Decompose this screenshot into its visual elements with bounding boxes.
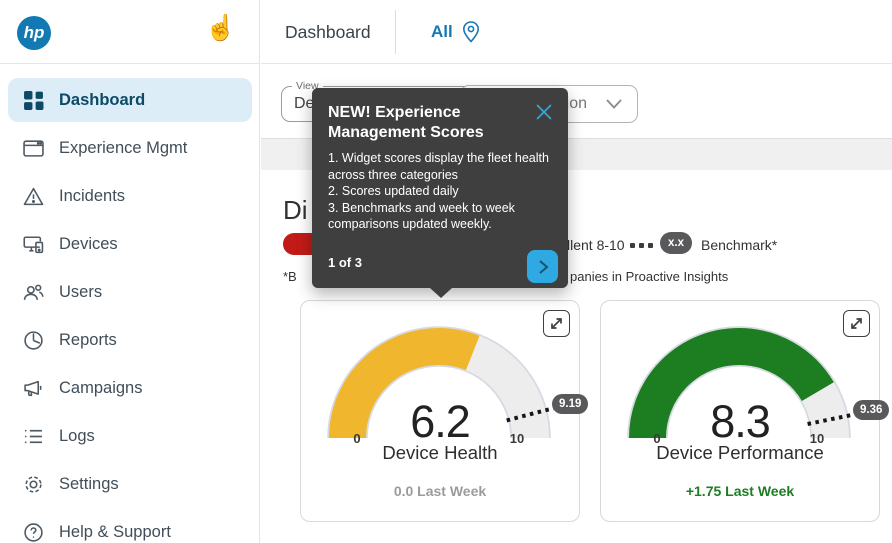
sidebar-item-label: Incidents [59,186,126,205]
dashboard-grid-icon [22,89,44,111]
scope-selector[interactable]: All [431,22,453,41]
expand-icon[interactable] [843,310,870,337]
expand-icon[interactable] [543,310,570,337]
sidebar-item-help-support[interactable]: Help & Support [8,510,252,543]
gauge-delta-label: +1.75 Last Week [685,483,795,499]
sidebar-header: hp ☝ [0,0,259,64]
popover-caret [430,288,452,298]
gauge-delta-label: 0.0 Last Week [393,483,487,499]
benchmark-badge: 9.36 [853,400,890,420]
hp-logo[interactable]: hp [17,16,51,50]
gauge-value: 8.3 [710,396,771,447]
warning-triangle-icon [22,185,44,207]
hand-cursor-icon: ☝ [205,14,237,42]
sidebar-item-experience-mgmt[interactable]: Experience Mgmt [8,126,252,170]
sidebar-item-settings[interactable]: Settings [8,462,252,506]
sidebar-item-label: Reports [59,330,117,349]
gauge-arc [327,326,557,439]
topbar: Dashboard All [261,0,892,64]
page-title: Dashboard [285,22,371,42]
gauge-max-label: 10 [509,431,525,446]
tour-popover-steps: 1. Widget scores display the fleet healt… [328,150,554,233]
megaphone-icon [22,377,44,399]
legend-benchmark-label: Benchmark* [701,237,778,253]
legend-excellent-label: llent 8-10 [567,237,625,253]
sidebar-item-logs[interactable]: Logs [8,414,252,458]
sidebar-item-label: Campaigns [59,378,143,397]
gauge-title: Device Performance [656,442,824,463]
benchmark-footnote-fragment: *B [283,269,297,284]
gauge-min-label: 0 [353,431,361,446]
sidebar-item-label: Help & Support [59,522,171,541]
window-icon [22,137,44,159]
tour-popover: NEW! Experience Management Scores 1. Wid… [312,88,568,298]
chevron-down-icon [605,97,623,115]
tour-popover-title: NEW! Experience Management Scores [328,104,484,141]
devices-icon [22,233,44,255]
sidebar-item-label: Users [59,282,103,301]
sidebar-item-reports[interactable]: Reports [8,318,252,362]
sidebar-item-label: Logs [59,426,95,445]
location-pin-icon[interactable] [460,19,482,50]
users-icon [22,281,44,303]
tour-step-text: 3. Benchmarks and week to week compariso… [328,200,515,232]
section-heading: Di [283,195,308,225]
report-clock-icon [22,329,44,351]
gauge-value: 6.2 [410,396,471,447]
sidebar-item-label: Dashboard [59,90,146,109]
gauge-title: Device Health [382,442,498,463]
topbar-divider [395,10,396,54]
gear-icon [22,473,44,495]
sidebar: hp ☝ Dashboard Experience Mgmt Incidents De… [0,0,260,543]
sidebar-item-label: Experience Mgmt [59,138,188,157]
gauge-card-device-performance: 8.3 0 10 Device Performance +1.75 Last Week 9… [600,300,890,522]
gauge-arc [627,326,858,439]
gauge-min-label: 0 [653,431,661,446]
sidebar-item-incidents[interactable]: Incidents [8,174,252,218]
legend-benchmark-pill: x.x [660,232,692,254]
benchmark-footnote-fragment: panies in Proactive Insights [570,269,729,284]
hp-logo-text: hp [23,23,45,42]
help-circle-icon [22,521,44,543]
benchmark-badge: 9.19 [552,394,589,414]
sidebar-item-users[interactable]: Users [8,270,252,314]
legend-dotted-line-icon [630,243,653,248]
list-icon [22,425,44,447]
gauge-card-device-health: 6.2 0 10 Device Health 0.0 Last Week 9.19 [300,300,589,522]
sidebar-item-devices[interactable]: Devices [8,222,252,266]
tour-step-text: 1. Widget scores display the fleet healt… [328,151,549,182]
sidebar-item-label: Settings [59,474,119,493]
sidebar-item-label: Devices [59,234,118,253]
sidebar-item-campaigns[interactable]: Campaigns [8,366,252,410]
tour-pager: 1 of 3 [328,255,362,270]
sidebar-item-dashboard[interactable]: Dashboard [8,78,252,122]
gauge-max-label: 10 [809,431,825,446]
sidebar-nav: Dashboard Experience Mgmt Incidents Devices… [0,78,260,543]
close-icon[interactable] [534,102,554,122]
next-button[interactable] [527,250,558,283]
tour-step-text: 2. Scores updated daily [328,184,459,198]
